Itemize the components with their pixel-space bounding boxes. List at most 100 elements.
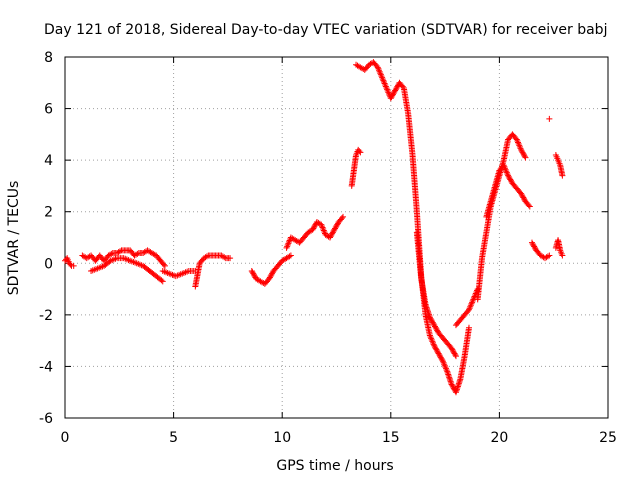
y-tick-label: 6 [44, 102, 53, 118]
data-point [159, 278, 166, 285]
data-point [439, 358, 446, 365]
data-point [469, 299, 476, 306]
data-point [381, 80, 388, 87]
data-point [521, 151, 528, 158]
data-point [518, 190, 525, 197]
x-tick-label: 0 [61, 430, 70, 446]
data-point [286, 253, 293, 260]
data-point [249, 269, 256, 276]
y-tick-label: -6 [39, 411, 53, 427]
y-tick-label: 4 [44, 153, 53, 169]
data-point [267, 273, 274, 280]
data-point [520, 194, 527, 201]
data-point [330, 228, 337, 235]
data-point [443, 367, 450, 374]
data-point [435, 350, 442, 357]
data-point [319, 224, 326, 231]
data-point [429, 318, 436, 325]
data-point [434, 347, 441, 354]
data-point [134, 250, 141, 257]
data-point [378, 73, 385, 80]
data-point [546, 115, 553, 122]
data-point [328, 231, 335, 238]
data-point [284, 243, 291, 250]
data-point [433, 346, 440, 353]
data-point [393, 84, 400, 91]
data-point [468, 300, 475, 307]
plot-border [64, 56, 609, 419]
data-point [391, 88, 398, 95]
data-point [287, 252, 294, 259]
data-point [384, 87, 391, 94]
data-point [465, 324, 472, 331]
data-point [516, 143, 523, 150]
data-point [434, 349, 441, 356]
data-point [321, 228, 328, 235]
data-point [518, 148, 525, 155]
data-point [518, 191, 525, 198]
data-point [392, 87, 399, 94]
x-axis-label: GPS time / hours [276, 458, 393, 474]
data-point [379, 76, 386, 83]
chart-title: Day 121 of 2018, Sidereal Day-to-day VTE… [44, 22, 607, 38]
data-point [285, 240, 292, 247]
data-point [377, 70, 384, 77]
data-point [544, 253, 551, 260]
data-point [248, 268, 255, 275]
data-point [221, 254, 228, 261]
data-point [434, 327, 441, 334]
axis-ticks: 0 5 10 15 20 25 -6 -4 -2 0 2 4 6 8 [39, 50, 617, 446]
data-point [428, 335, 435, 342]
data-point [387, 95, 394, 102]
data-point [268, 271, 275, 278]
data-point [311, 224, 318, 231]
data-point [514, 137, 521, 144]
data-point [266, 274, 273, 281]
data-point [357, 149, 364, 156]
data-point [441, 362, 448, 369]
data-point [332, 224, 339, 231]
data-point [376, 68, 383, 75]
data-point [505, 173, 512, 180]
data-point [530, 242, 537, 249]
data-point [526, 203, 533, 210]
data-point [382, 83, 389, 90]
data-point [469, 297, 476, 304]
data-point [284, 241, 291, 248]
data-point [390, 90, 397, 97]
data-point [467, 302, 474, 309]
data-point [356, 148, 363, 155]
data-point [521, 153, 528, 160]
data-point [426, 314, 433, 321]
x-tick-label: 20 [490, 430, 508, 446]
data-point [318, 223, 325, 230]
data-point [465, 306, 472, 313]
data-point [427, 315, 434, 322]
data-point [522, 154, 529, 161]
y-tick-label: -4 [39, 359, 53, 375]
data-point [518, 146, 525, 153]
data-point [437, 353, 444, 360]
data-point [426, 332, 433, 339]
data-point [310, 225, 317, 232]
data-point [429, 319, 436, 326]
data-points [62, 59, 566, 396]
data-point [467, 303, 474, 310]
data-point [379, 74, 386, 81]
data-point [269, 270, 276, 277]
data-point [440, 359, 447, 366]
data-point [449, 346, 456, 353]
data-point [332, 225, 339, 232]
data-point [326, 234, 333, 241]
data-point [374, 64, 381, 71]
data-point [380, 79, 387, 86]
data-point [320, 226, 327, 233]
data-point [266, 275, 273, 282]
data-point [503, 168, 510, 175]
data-point [437, 354, 444, 361]
data-point [515, 140, 522, 147]
data-point [431, 344, 438, 351]
data-point [506, 175, 513, 182]
data-point [500, 162, 507, 169]
